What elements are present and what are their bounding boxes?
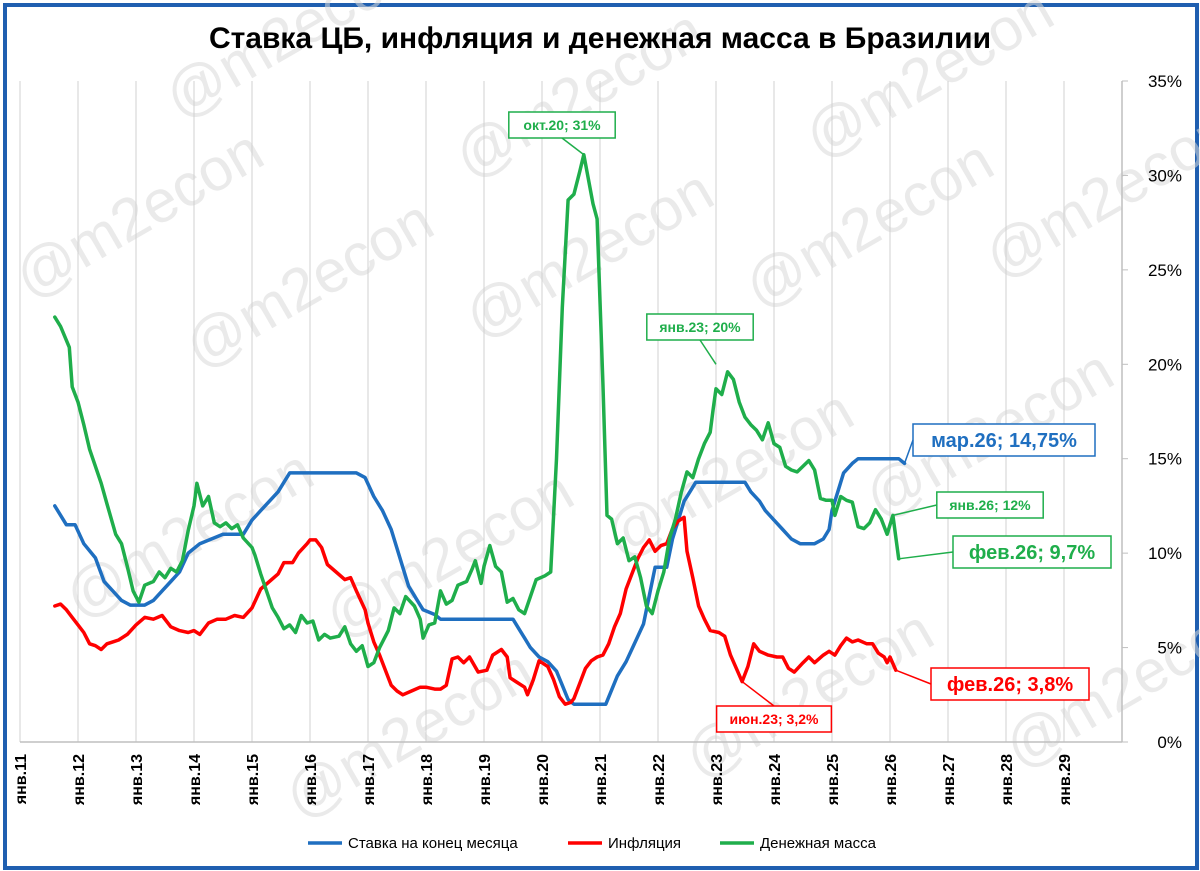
x-tick-label: янв.14	[187, 754, 204, 806]
series-line-money-supply	[53, 152, 901, 669]
annotation-label: янв.23; 20%	[659, 319, 741, 335]
annotation-label: июн.23; 3,2%	[730, 711, 819, 727]
watermark-text: @m2econ	[3, 116, 274, 311]
annotation-5: фев.26; 3,8%	[895, 667, 1090, 701]
annotation-1: янв.23; 20%	[646, 313, 754, 365]
x-tick-label: янв.13	[129, 754, 146, 806]
x-tick-label: янв.16	[303, 754, 320, 806]
watermark-text: @m2econ	[173, 186, 444, 381]
y-tick-label: 20%	[1148, 355, 1182, 374]
legend: Ставка на конец месяца Инфляция Денежная м…	[308, 835, 877, 852]
grid-layer	[19, 81, 1065, 742]
axis-layer: 0% 5% 10% 15% 20% 25% 30% 35% янв.11 янв.12 янв.13…	[13, 72, 1182, 806]
y-tick-label: 25%	[1148, 261, 1182, 280]
legend-label: Ставка на конец месяца	[348, 835, 518, 852]
x-tick-label: янв.23	[709, 754, 726, 806]
watermark-text: @m2econ	[593, 376, 864, 571]
annotation-0: окт.20; 31%	[508, 111, 616, 156]
annotation-leader	[898, 551, 954, 560]
chart-title: Ставка ЦБ, инфляция и денежная масса в Б…	[209, 22, 991, 55]
y-tick-label: 0%	[1157, 733, 1182, 752]
x-tick-label: янв.26	[883, 754, 900, 806]
legend-label: Инфляция	[608, 835, 681, 852]
annotation-leader	[895, 669, 932, 685]
x-tick-label: янв.18	[419, 754, 436, 806]
annotation-leader	[892, 504, 937, 517]
annotation-6: июн.23; 3,2%	[715, 680, 833, 733]
annotation-box	[715, 705, 833, 733]
annotation-label: янв.26; 12%	[949, 497, 1031, 513]
annotation-leader	[561, 137, 585, 156]
annotation-box	[508, 111, 616, 139]
x-tick-label: янв.19	[477, 754, 494, 806]
y-tick-label: 10%	[1148, 544, 1182, 563]
x-tick-label: янв.21	[593, 754, 610, 806]
annotation-leader	[699, 339, 717, 365]
y-tick-label: 30%	[1148, 166, 1182, 185]
x-tick-label: янв.11	[13, 754, 30, 805]
x-tick-label: янв.15	[245, 754, 262, 806]
annotation-3: янв.26; 12%	[892, 491, 1044, 519]
series-layer	[53, 152, 907, 706]
x-tick-label: янв.25	[825, 754, 842, 806]
series-line-rate	[53, 456, 907, 706]
x-tick-label: янв.12	[71, 754, 88, 806]
y-tick-label: 15%	[1148, 450, 1182, 469]
annotation-2: мар.26; 14,75%	[903, 423, 1096, 464]
annotation-layer: окт.20; 31% янв.23; 20% мар.26; 14,75% янв.…	[508, 111, 1112, 733]
x-tick-label: янв.17	[361, 754, 378, 806]
x-tick-label: янв.27	[941, 754, 958, 806]
annotation-leader	[741, 680, 775, 707]
annotation-box	[936, 491, 1044, 519]
annotation-leader	[903, 439, 914, 464]
annotation-label: окт.20; 31%	[523, 117, 601, 133]
annotation-4: фев.26; 9,7%	[898, 535, 1112, 569]
annotation-label: мар.26; 14,75%	[931, 430, 1077, 452]
watermark-text: @m2econ	[313, 456, 584, 651]
legend-label: Денежная масса	[760, 835, 877, 852]
x-tick-label: янв.29	[1057, 754, 1074, 806]
y-tick-label: 35%	[1148, 72, 1182, 91]
x-tick-label: янв.22	[651, 754, 668, 806]
series-line-inflation	[53, 515, 898, 706]
x-tick-label: янв.28	[999, 754, 1016, 806]
x-tick-label: янв.20	[535, 754, 552, 806]
y-tick-label: 5%	[1157, 639, 1182, 658]
x-tick-label: янв.24	[767, 754, 784, 806]
annotation-label: фев.26; 3,8%	[947, 674, 1073, 696]
annotation-label: фев.26; 9,7%	[969, 542, 1095, 564]
